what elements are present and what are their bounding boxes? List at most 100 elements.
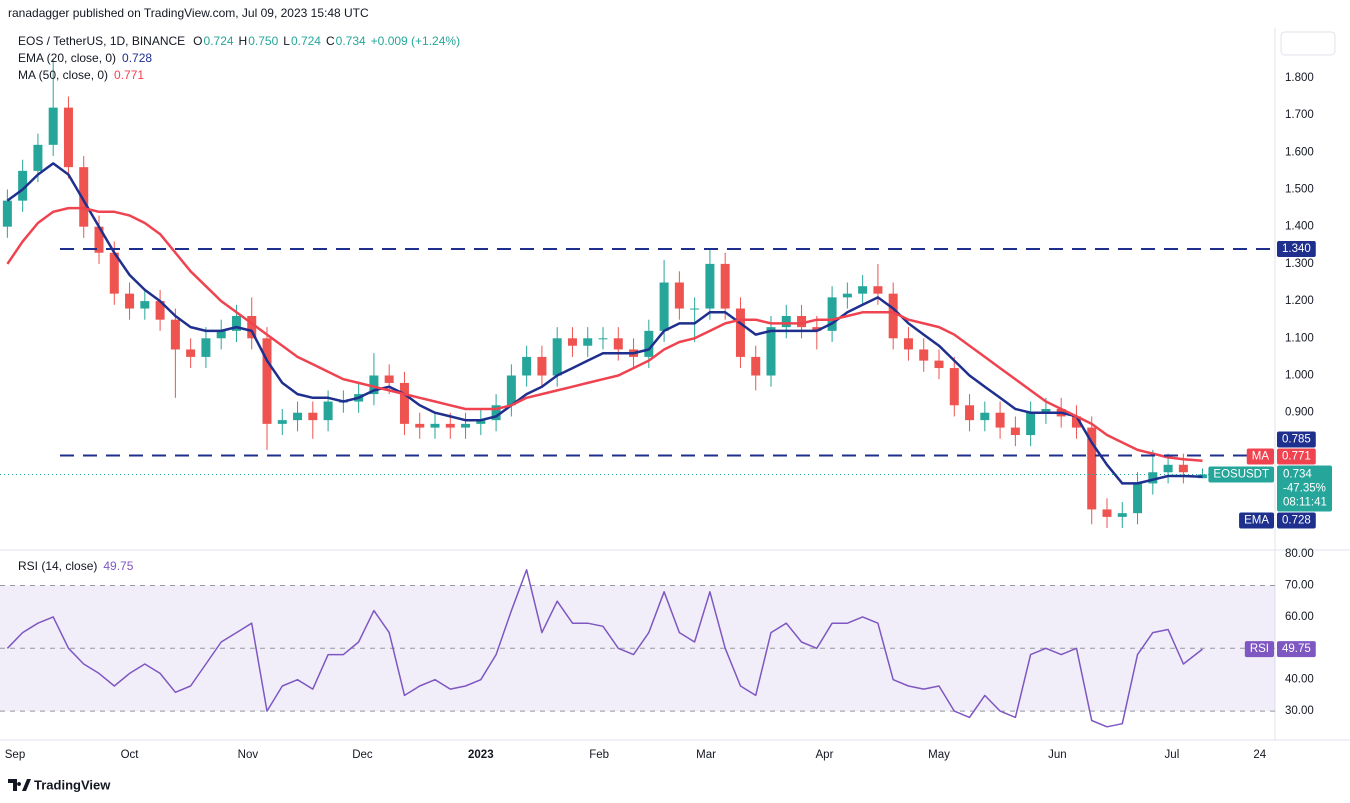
indicator-legend: EMA (20, close, 0) — [18, 51, 116, 65]
candle-body — [613, 338, 623, 350]
candle-body — [766, 327, 776, 376]
level-tag-box — [1277, 241, 1316, 258]
ohlc-label: H — [239, 34, 248, 48]
candle-body — [94, 226, 104, 253]
overlay: EOS / TetherUS, 1D, BINANCE O 0.724 H 0.750 L… — [5, 34, 1332, 761]
candle-body — [705, 263, 715, 309]
price-tag-text: 49.75 — [1282, 643, 1311, 655]
x-tick-label: Jul — [1165, 749, 1180, 761]
candle-body — [125, 293, 135, 309]
y-tick-label: 1.400 — [1285, 221, 1314, 233]
candle-body — [965, 405, 975, 421]
candle-body — [842, 293, 852, 298]
price-tag-text: 0.728 — [1282, 515, 1311, 527]
x-tick-label: Feb — [589, 749, 609, 761]
candle-body — [323, 401, 333, 421]
candle-body — [1163, 464, 1173, 473]
candle-body — [262, 338, 272, 424]
candle-body — [308, 412, 318, 421]
y-tick-label: 1.200 — [1285, 295, 1314, 307]
rsi-background — [0, 584, 1275, 712]
candle-body — [48, 107, 58, 145]
candle-body — [369, 375, 379, 395]
candle-body — [79, 167, 89, 227]
series-name-tag-box — [1244, 641, 1274, 658]
candle-body — [567, 338, 577, 346]
candle-body — [995, 412, 1005, 428]
candle-body — [797, 315, 807, 328]
logo-text: TradingView — [34, 777, 111, 792]
candle-body — [415, 423, 425, 428]
candle-body — [919, 349, 929, 361]
ohlc-value: 0.724 — [291, 34, 321, 48]
ohlc-label: L — [283, 34, 290, 48]
y-tick-label: 1.800 — [1285, 72, 1314, 84]
candle-body — [537, 356, 547, 376]
candle-body — [522, 356, 532, 376]
candle-body — [18, 170, 28, 201]
x-tick-label: Apr — [816, 749, 834, 761]
price-pane — [0, 59, 1275, 529]
candle-body — [2, 200, 12, 227]
y-tick-label: 60.00 — [1285, 611, 1314, 623]
candle-body — [140, 301, 150, 309]
indicator-value: 0.771 — [114, 68, 144, 82]
candle-body — [201, 338, 211, 357]
series-name-tag-box — [1208, 466, 1274, 483]
price-tag-box — [1277, 448, 1316, 465]
candle-body — [109, 252, 119, 294]
tradingview-logo: TradingView — [8, 777, 111, 792]
series-line — [6, 162, 1203, 485]
candle-body — [720, 263, 730, 309]
candle-body — [1071, 416, 1081, 428]
candle-body — [63, 107, 73, 168]
series-name-tag-text: MA — [1252, 451, 1270, 463]
scale-button[interactable] — [1280, 31, 1336, 56]
candle-body — [445, 423, 455, 428]
candle-body — [399, 382, 409, 424]
series-line — [6, 569, 1203, 728]
candle-body — [903, 338, 913, 350]
candle-body — [934, 360, 944, 369]
candle-body — [1087, 427, 1097, 510]
candle-body — [858, 286, 868, 294]
series-name-tag-box — [1246, 448, 1274, 465]
candle-body — [690, 308, 700, 310]
candle-body — [186, 349, 196, 357]
candle-body — [1041, 408, 1051, 413]
ohlc-value: 0.734 — [336, 34, 366, 48]
series-name-tag-text: EMA — [1244, 515, 1269, 527]
candle-body — [461, 423, 471, 428]
y-tick-label: 1.500 — [1285, 184, 1314, 196]
x-tick-label: Dec — [352, 749, 373, 761]
x-tick-label: Nov — [238, 749, 259, 761]
level-tag-box — [1277, 431, 1316, 448]
x-tick-label: 2023 — [468, 749, 494, 761]
candle-body — [781, 315, 791, 328]
price-tag-box — [1277, 465, 1332, 512]
candle-body — [888, 293, 898, 339]
candle-body — [598, 338, 608, 340]
y-tick-label: 80.00 — [1285, 548, 1314, 560]
candle-body — [949, 368, 959, 406]
candle-body — [980, 412, 990, 421]
y-tick-label: 0.900 — [1285, 407, 1314, 419]
candle-body — [1010, 427, 1020, 436]
x-tick-label: May — [928, 749, 950, 761]
candle-body — [1133, 483, 1143, 514]
candle-body — [155, 301, 165, 320]
candle-body — [659, 282, 669, 331]
series-name-tag-text: RSI — [1250, 643, 1269, 655]
price-tag-change: -47.35% — [1283, 483, 1326, 495]
series-name-tag-text: EOSUSDT — [1213, 469, 1269, 481]
candle-body — [1117, 513, 1127, 517]
ohlc-label: O — [193, 34, 202, 48]
candle-body — [1102, 509, 1112, 517]
candle-body — [506, 375, 516, 406]
level-tag-text: 1.340 — [1282, 243, 1311, 255]
y-tick-label: 1.700 — [1285, 109, 1314, 121]
legend-title: EOS / TetherUS, 1D, BINANCE — [18, 34, 185, 48]
y-tick-label: 1.000 — [1285, 370, 1314, 382]
